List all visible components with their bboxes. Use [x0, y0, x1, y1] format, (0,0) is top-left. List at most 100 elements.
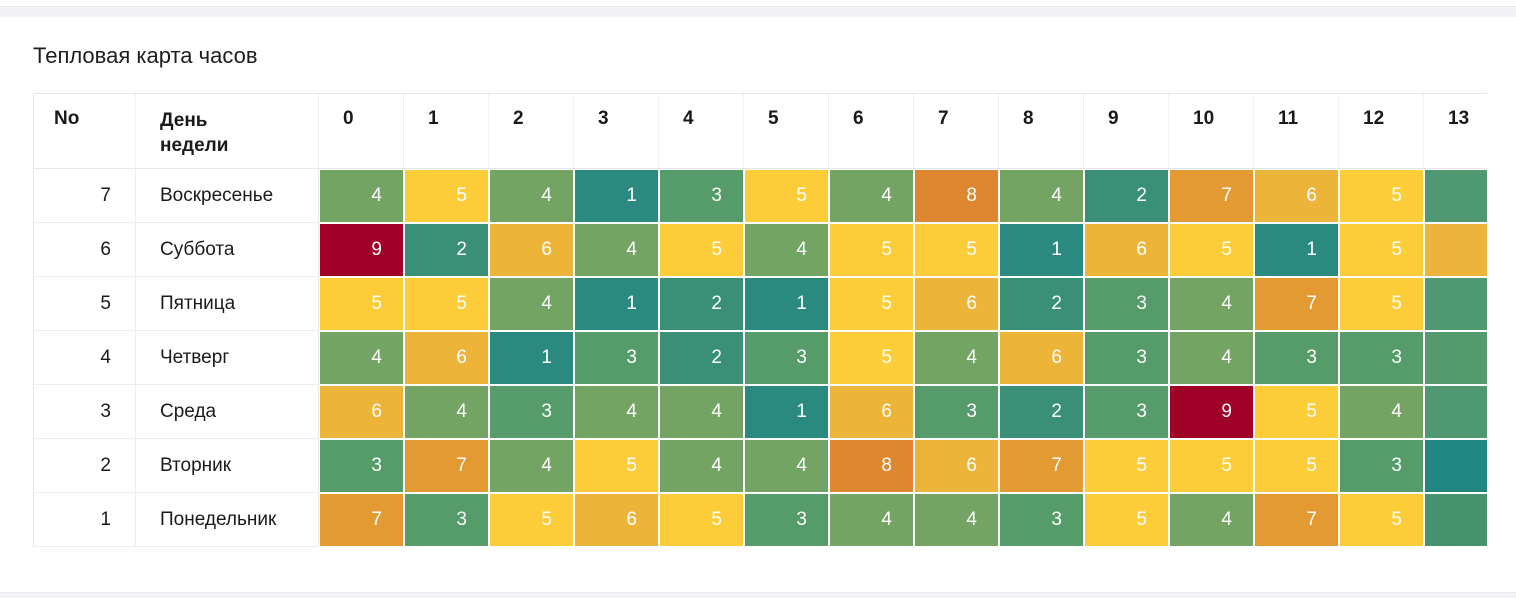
col-header-hour-6: 6: [829, 94, 914, 169]
table-row-Среда: 3 Среда 6 4 3 4 4 1 6 3 2 3 9 5 4: [34, 385, 1487, 439]
heat-cell-hour-1: 5: [404, 277, 489, 331]
heat-cell-hour-10: 4: [1169, 493, 1254, 547]
heat-cell-hour-2: 6: [489, 223, 574, 277]
header-row: No День недели 0 1 2 3 4 5 6 7 8 9 10 11 12 13: [34, 94, 1487, 169]
heat-cell-hour-7: 8: [914, 169, 999, 223]
heat-cell-hour-11: 7: [1254, 493, 1339, 547]
heat-cell-hour-9: 5: [1084, 439, 1169, 493]
heat-cell-hour-3: 4: [574, 223, 659, 277]
heat-cell-hour-3: 1: [574, 277, 659, 331]
day-name-cell: Воскресенье: [136, 169, 319, 223]
heat-cell-hour-1: 2: [404, 223, 489, 277]
heat-cell-hour-6: 5: [829, 223, 914, 277]
heat-cell-hour-9: 3: [1084, 331, 1169, 385]
heat-cell-hour-5: 5: [744, 169, 829, 223]
heat-cell-hour-8: 1: [999, 223, 1084, 277]
heat-cell-hour-9: 6: [1084, 223, 1169, 277]
heat-cell-hour-7: 6: [914, 277, 999, 331]
heat-cell-hour-12: 5: [1339, 223, 1424, 277]
heat-cell-hour-7: 6: [914, 439, 999, 493]
heatmap-table-container: No День недели 0 1 2 3 4 5 6 7 8 9 10 11 12 13 7 Воскр…: [33, 93, 1487, 547]
heat-cell-hour-2: 4: [489, 439, 574, 493]
heat-cell-hour-4: 2: [659, 277, 744, 331]
heat-cell-hour-9: 5: [1084, 493, 1169, 547]
heat-cell-hour-10: 7: [1169, 169, 1254, 223]
day-name-cell: Понедельник: [136, 493, 319, 547]
page-gap-bottom: [0, 592, 1516, 598]
col-header-hour-10: 10: [1169, 94, 1254, 169]
heat-cell-hour-0: 7: [319, 493, 404, 547]
heat-cell-hour-13-clipped: [1424, 385, 1487, 439]
table-row-Понедельник: 1 Понедельник 7 3 5 6 5 3 4 4 3 5 4 7 5: [34, 493, 1487, 547]
day-number-cell: 3: [34, 385, 136, 439]
col-header-no-label: No: [54, 108, 80, 129]
heat-cell-hour-12: 5: [1339, 169, 1424, 223]
day-number-cell: 4: [34, 331, 136, 385]
heat-cell-hour-7: 5: [914, 223, 999, 277]
heat-cell-hour-5: 3: [744, 331, 829, 385]
heat-cell-hour-3: 1: [574, 169, 659, 223]
heat-cell-hour-4: 4: [659, 385, 744, 439]
day-name-cell: Среда: [136, 385, 319, 439]
heat-cell-hour-10: 4: [1169, 277, 1254, 331]
heat-cell-hour-11: 5: [1254, 385, 1339, 439]
heat-cell-hour-12: 4: [1339, 385, 1424, 439]
page-gap-top: [0, 6, 1516, 17]
heat-cell-hour-1: 5: [404, 169, 489, 223]
heat-cell-hour-1: 6: [404, 331, 489, 385]
heat-cell-hour-0: 5: [319, 277, 404, 331]
heat-cell-hour-1: 7: [404, 439, 489, 493]
heat-cell-hour-4: 2: [659, 331, 744, 385]
day-name-cell: Пятница: [136, 277, 319, 331]
day-number-cell: 2: [34, 439, 136, 493]
heat-cell-hour-13-clipped: [1424, 331, 1487, 385]
heat-cell-hour-6: 6: [829, 385, 914, 439]
heat-cell-hour-11: 3: [1254, 331, 1339, 385]
heat-cell-hour-3: 3: [574, 331, 659, 385]
col-header-hour-0: 0: [319, 94, 404, 169]
heat-cell-hour-10: 5: [1169, 223, 1254, 277]
heat-cell-hour-6: 5: [829, 277, 914, 331]
day-number-cell: 5: [34, 277, 136, 331]
heat-cell-hour-3: 4: [574, 385, 659, 439]
heat-cell-hour-13-clipped: [1424, 493, 1487, 547]
heat-cell-hour-7: 4: [914, 493, 999, 547]
heat-cell-hour-8: 2: [999, 385, 1084, 439]
heat-cell-hour-8: 3: [999, 493, 1084, 547]
page-title: Тепловая карта часов: [33, 43, 258, 68]
heat-cell-hour-10: 4: [1169, 331, 1254, 385]
col-header-hour-11: 11: [1254, 94, 1339, 169]
heat-cell-hour-5: 4: [744, 439, 829, 493]
col-header-hour-1: 1: [404, 94, 489, 169]
col-header-hour-4: 4: [659, 94, 744, 169]
heat-cell-hour-0: 6: [319, 385, 404, 439]
heat-cell-hour-7: 3: [914, 385, 999, 439]
heat-cell-hour-0: 9: [319, 223, 404, 277]
heat-cell-hour-4: 5: [659, 493, 744, 547]
col-header-hour-2: 2: [489, 94, 574, 169]
heat-cell-hour-0: 4: [319, 169, 404, 223]
day-name-cell: Вторник: [136, 439, 319, 493]
table-row-Четверг: 4 Четверг 4 6 1 3 2 3 5 4 6 3 4 3 3: [34, 331, 1487, 385]
heat-cell-hour-9: 3: [1084, 385, 1169, 439]
table-row-Пятница: 5 Пятница 5 5 4 1 2 1 5 6 2 3 4 7 5: [34, 277, 1487, 331]
col-header-no: No: [34, 94, 136, 169]
heat-cell-hour-5: 3: [744, 493, 829, 547]
heat-cell-hour-13-clipped: [1424, 277, 1487, 331]
heat-cell-hour-9: 2: [1084, 169, 1169, 223]
heat-cell-hour-13-clipped: [1424, 169, 1487, 223]
heat-cell-hour-11: 5: [1254, 439, 1339, 493]
heat-cell-hour-12: 3: [1339, 331, 1424, 385]
heat-cell-hour-8: 2: [999, 277, 1084, 331]
heat-cell-hour-8: 6: [999, 331, 1084, 385]
heat-cell-hour-1: 3: [404, 493, 489, 547]
heat-cell-hour-13-clipped: [1424, 439, 1487, 493]
heat-cell-hour-6: 8: [829, 439, 914, 493]
col-header-day-label: День недели: [160, 110, 229, 156]
heat-cell-hour-0: 4: [319, 331, 404, 385]
heat-cell-hour-10: 5: [1169, 439, 1254, 493]
heat-cell-hour-2: 3: [489, 385, 574, 439]
heat-cell-hour-2: 1: [489, 331, 574, 385]
heat-cell-hour-11: 6: [1254, 169, 1339, 223]
heat-cell-hour-11: 1: [1254, 223, 1339, 277]
